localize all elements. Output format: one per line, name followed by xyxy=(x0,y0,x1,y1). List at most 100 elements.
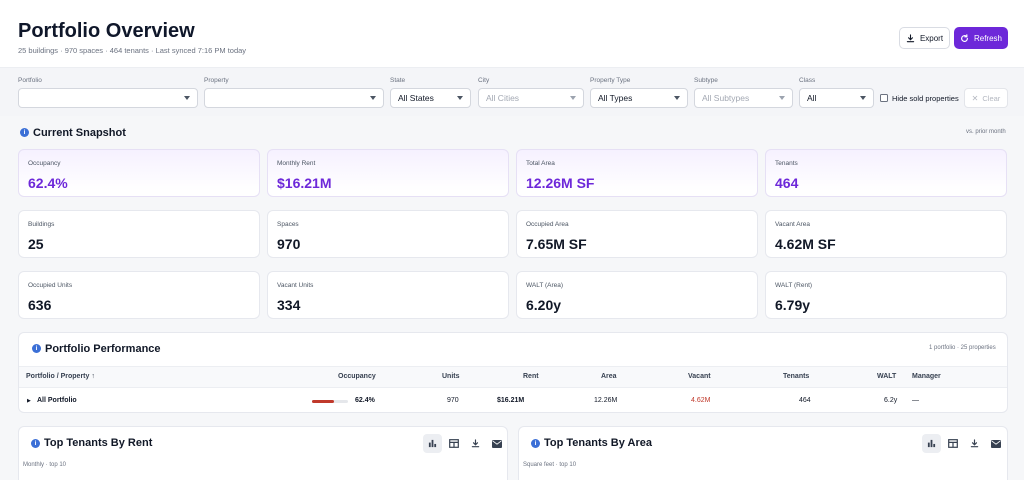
kpi-card-occupied-units: Occupied Units 636 xyxy=(18,271,260,319)
info-icon[interactable]: i xyxy=(20,128,29,137)
chevron-down-icon xyxy=(370,96,376,100)
table-header xyxy=(19,366,1007,388)
download-button[interactable] xyxy=(466,434,485,453)
top-tenants-by-rent-panel: i Top Tenants By Rent Monthly · top 10 xyxy=(18,426,508,480)
property-type-filter-label: Property Type xyxy=(590,77,631,84)
refresh-button[interactable]: Refresh xyxy=(954,27,1008,49)
city-value: All Cities xyxy=(486,93,520,103)
subtype-value: All Subtypes xyxy=(702,93,750,103)
chevron-down-icon xyxy=(674,96,680,100)
info-icon[interactable]: i xyxy=(32,344,41,353)
row-occupancy: 62.4% xyxy=(355,397,375,404)
portfolio-performance-panel: i Portfolio Performance 1 portfolio · 25… xyxy=(18,332,1008,413)
kpi-label: Monthly Rent xyxy=(277,160,316,167)
portfolio-select[interactable] xyxy=(18,88,198,108)
state-select[interactable]: All States xyxy=(390,88,471,108)
property-select[interactable] xyxy=(204,88,384,108)
email-button[interactable] xyxy=(487,434,506,453)
export-label: Export xyxy=(919,33,944,43)
kpi-card-vacant-area: Vacant Area 4.62M SF xyxy=(765,210,1007,258)
row-vacant: 4.62M xyxy=(691,397,711,404)
arrow-up-icon: ↑ xyxy=(91,373,95,380)
performance-meta: 1 portfolio · 25 properties xyxy=(929,345,996,351)
column-header-area[interactable]: Area xyxy=(601,373,617,380)
city-select[interactable]: All Cities xyxy=(478,88,584,108)
bar-chart-view-button[interactable] xyxy=(922,434,941,453)
kpi-value: 334 xyxy=(277,297,301,313)
chevron-down-icon xyxy=(184,96,190,100)
table-view-button[interactable] xyxy=(943,434,962,453)
top-tenants-area-subtitle: Square feet · top 10 xyxy=(523,462,577,468)
table-view-button[interactable] xyxy=(444,434,463,453)
occupancy-bar xyxy=(312,400,348,403)
kpi-card-walt-rent: WALT (Rent) 6.79y xyxy=(765,271,1007,319)
performance-title: Portfolio Performance xyxy=(45,343,161,355)
row-units: 970 xyxy=(447,397,459,404)
row-manager: — xyxy=(912,397,919,404)
clear-button[interactable]: ✕ Clear xyxy=(964,88,1008,108)
info-icon[interactable]: i xyxy=(531,439,540,448)
kpi-card-tenants: Tenants 464 xyxy=(765,149,1007,197)
top-tenants-by-area-panel: i Top Tenants By Area Square feet · top … xyxy=(518,426,1008,480)
snapshot-compare-label: vs. prior month xyxy=(966,129,1006,135)
kpi-value: 12.26M SF xyxy=(526,175,595,191)
kpi-value: 636 xyxy=(28,297,52,313)
column-header-occupancy[interactable]: Occupancy xyxy=(338,373,376,380)
column-header-walt[interactable]: WALT xyxy=(877,373,897,380)
subtype-select[interactable]: All Subtypes xyxy=(694,88,793,108)
page-subtitle: 25 buildings · 970 spaces · 464 tenants … xyxy=(18,46,247,55)
top-tenants-area-title: Top Tenants By Area xyxy=(544,437,652,449)
kpi-label: Total Area xyxy=(526,160,555,167)
kpi-label: Vacant Units xyxy=(277,282,314,289)
kpi-card-occupied-area: Occupied Area 7.65M SF xyxy=(516,210,758,258)
top-tenants-rent-subtitle: Monthly · top 10 xyxy=(23,462,67,468)
chevron-down-icon xyxy=(779,96,785,100)
kpi-card-total-area: Total Area 12.26M SF xyxy=(516,149,758,197)
kpi-card-occupancy: Occupancy 62.4% xyxy=(18,149,260,197)
subtype-filter-label: Subtype xyxy=(694,77,718,84)
class-select[interactable]: All xyxy=(799,88,874,108)
row-name: All Portfolio xyxy=(37,397,77,404)
page-header: Portfolio Overview 25 buildings · 970 sp… xyxy=(0,0,1024,68)
kpi-card-monthly-rent: Monthly Rent $16.21M xyxy=(267,149,509,197)
email-button[interactable] xyxy=(986,434,1005,453)
refresh-icon xyxy=(961,33,968,42)
kpi-value: 7.65M SF xyxy=(526,236,587,252)
city-filter-label: City xyxy=(478,77,490,84)
expand-caret-icon[interactable]: ▶ xyxy=(27,398,31,404)
kpi-card-spaces: Spaces 970 xyxy=(267,210,509,258)
column-header-units[interactable]: Units xyxy=(442,373,460,380)
chevron-down-icon xyxy=(860,96,866,100)
column-header-name[interactable]: Portfolio / Property ↑ xyxy=(26,373,95,380)
kpi-label: Buildings xyxy=(28,221,55,228)
kpi-card-buildings: Buildings 25 xyxy=(18,210,260,258)
bar-chart-icon xyxy=(927,439,936,448)
kpi-card-walt-area: WALT (Area) 6.20y xyxy=(516,271,758,319)
kpi-value: 6.79y xyxy=(775,297,811,313)
kpi-label: Occupied Area xyxy=(526,221,569,228)
kpi-value: 6.20y xyxy=(526,297,562,313)
property-type-select[interactable]: All Types xyxy=(590,88,688,108)
download-icon xyxy=(906,33,915,42)
info-icon[interactable]: i xyxy=(31,439,40,448)
state-filter-label: State xyxy=(390,77,406,84)
hide-sold-label[interactable]: Hide sold properties xyxy=(892,94,959,103)
chevron-down-icon xyxy=(457,96,463,100)
kpi-value: 970 xyxy=(277,236,301,252)
kpi-card-vacant-units: Vacant Units 334 xyxy=(267,271,509,319)
kpi-value: 464 xyxy=(775,175,799,191)
table-icon xyxy=(448,439,459,448)
kpi-label: WALT (Area) xyxy=(526,282,564,289)
export-button[interactable]: Export xyxy=(899,27,950,49)
hide-sold-checkbox[interactable] xyxy=(880,94,888,102)
row-tenants: 464 xyxy=(799,397,811,404)
column-header-tenants[interactable]: Tenants xyxy=(783,373,810,380)
kpi-value: 25 xyxy=(28,236,44,252)
bar-chart-view-button[interactable] xyxy=(423,434,442,453)
download-button[interactable] xyxy=(965,434,984,453)
close-icon: ✕ xyxy=(971,93,979,103)
top-tenants-rent-title: Top Tenants By Rent xyxy=(44,437,153,449)
column-header-vacant[interactable]: Vacant xyxy=(688,373,711,380)
column-header-manager[interactable]: Manager xyxy=(912,373,941,380)
column-header-rent[interactable]: Rent xyxy=(523,373,539,380)
